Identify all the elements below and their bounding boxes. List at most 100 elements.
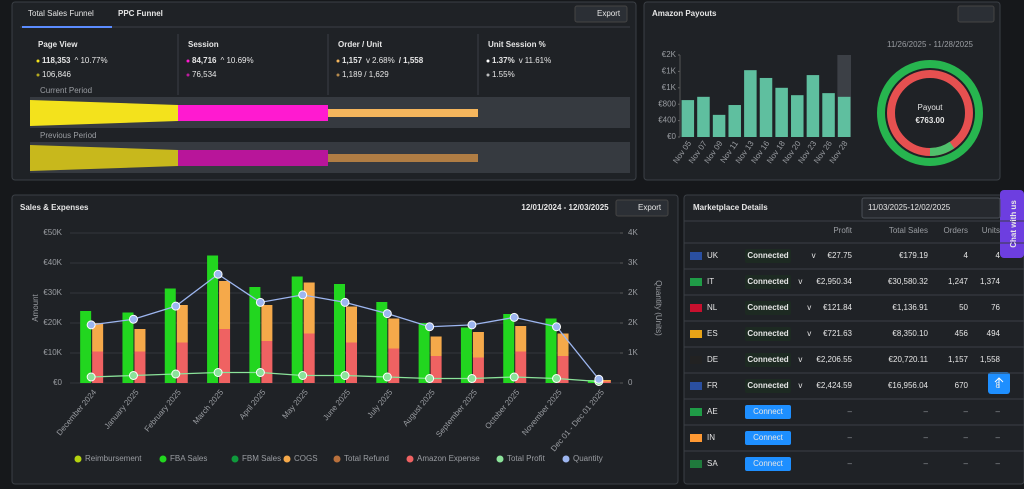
cell: €8,350.10 [892, 329, 928, 338]
bar [791, 95, 804, 137]
legend-marker [406, 455, 414, 463]
flag [690, 460, 702, 468]
cell: €1,136.91 [892, 303, 928, 312]
y-tick-label: €1K [662, 67, 677, 76]
dot [186, 59, 190, 63]
cell: – [964, 459, 969, 468]
y2-tick-label: 2K [628, 318, 638, 327]
bar-segment [557, 333, 569, 356]
point [552, 322, 562, 332]
bar-segment [460, 327, 472, 383]
point [467, 374, 477, 383]
export-button[interactable] [615, 199, 669, 217]
cell: €2,206.55 [816, 355, 852, 364]
bar-segment [291, 276, 303, 383]
cell: €721.63 [823, 329, 852, 338]
point [213, 368, 223, 377]
dot [336, 73, 340, 77]
cell: €16,956.04 [888, 381, 929, 390]
dot [486, 59, 490, 63]
point [255, 297, 265, 307]
status-badge [745, 327, 791, 341]
cell: – [924, 407, 929, 416]
connect-button[interactable] [745, 405, 791, 419]
metric-change: 10.77% [80, 56, 107, 65]
metric-label: Session [188, 40, 219, 49]
cell: – [848, 459, 853, 468]
y-tick-label: €2K [662, 50, 677, 59]
status: Connected [747, 303, 788, 312]
cell: €2,424.59 [816, 381, 852, 390]
country-code: ES [707, 329, 718, 338]
dot [36, 59, 40, 63]
connect-button[interactable] [745, 457, 791, 471]
bar-segment [503, 314, 515, 383]
download-button[interactable] [957, 5, 995, 23]
status: Connect [753, 459, 784, 468]
legend-label: Total Refund [344, 454, 389, 463]
band [30, 100, 178, 126]
country-code: SA [707, 459, 718, 468]
bar-segment [472, 357, 484, 383]
panel-title: Amazon Payouts [652, 9, 717, 18]
bar [775, 87, 788, 137]
panel-title: Marketplace Details [693, 203, 768, 212]
connect-button[interactable] [745, 431, 791, 445]
point [86, 372, 96, 382]
metric-label: Unit Session % [488, 40, 546, 49]
bar-segment [122, 312, 134, 383]
point [298, 290, 308, 300]
point [171, 369, 181, 379]
status-badge [745, 353, 791, 367]
bar-segment [303, 282, 315, 334]
donut-outer [877, 60, 983, 166]
metric-label: Page View [38, 40, 78, 49]
trend-arrow: v [366, 56, 370, 65]
bar-segment [346, 306, 357, 343]
bar-segment [261, 305, 273, 341]
cell: 4 [996, 251, 1001, 260]
date-range: 12/01/2024 - 12/03/2025 [521, 203, 609, 212]
donut-seg [929, 141, 955, 156]
y-tick-label: €10K [43, 348, 62, 357]
export-button[interactable] [574, 5, 628, 23]
column-header: Units [982, 226, 1000, 235]
bar-segment [346, 342, 357, 383]
chat-button[interactable] [1000, 190, 1024, 258]
marketplace-panel [683, 194, 1024, 485]
legend-marker [496, 455, 504, 463]
chat-label: Chat with us [1009, 200, 1018, 248]
legend-marker [562, 455, 570, 463]
status: Connect [753, 407, 784, 416]
down-arrow: v [798, 355, 802, 364]
legend-label: Quantity [573, 454, 603, 463]
status: Connected [747, 251, 788, 260]
flag [690, 434, 702, 442]
funnel-shapes [20, 26, 630, 173]
band [178, 105, 328, 121]
y-tick-label: €0 [667, 132, 676, 141]
metric-previous: 106,846 [42, 70, 71, 79]
dot [186, 73, 190, 77]
dot [336, 59, 340, 63]
point [382, 309, 392, 319]
dot [36, 73, 40, 77]
country-code: IN [707, 433, 715, 442]
point [509, 312, 519, 322]
point [594, 374, 604, 384]
bar [759, 77, 773, 137]
metric-change: 10.69% [226, 56, 253, 65]
date-input[interactable] [861, 197, 1001, 219]
cell: €20,720.11 [889, 355, 929, 364]
y2-tick-label: 1K [628, 348, 638, 357]
band [328, 109, 478, 117]
y-tick-label: €30K [43, 288, 62, 297]
bar-segment [219, 281, 231, 329]
flag [690, 330, 702, 338]
flag [690, 252, 702, 260]
point [340, 371, 350, 380]
bar-segment [164, 288, 176, 383]
legend-label: Total Profit [507, 454, 546, 463]
point [552, 374, 562, 383]
